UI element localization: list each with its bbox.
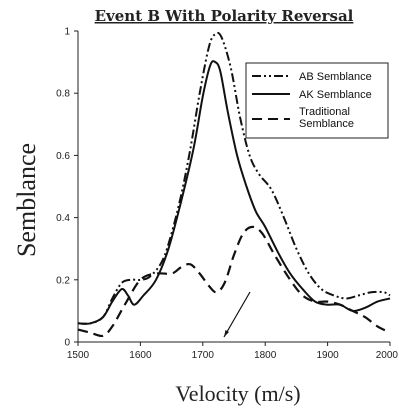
x-tick-label: 1900	[316, 350, 339, 361]
annotation-arrow-head	[224, 330, 229, 337]
series-line-traditional-semblance	[77, 225, 391, 338]
legend: AB Semblance AK Semblance Traditional Sembl…	[245, 62, 389, 139]
series-line-ab-semblance	[77, 31, 391, 325]
x-axis-label: Velocity (m/s)	[175, 381, 300, 406]
y-tick-label: 0.4	[56, 213, 70, 224]
y-tick-label: 0.2	[56, 275, 70, 286]
x-tick-label: 1600	[129, 350, 152, 361]
y-tick-label: 0.6	[56, 151, 70, 162]
legend-label-ak-semblance: AK Semblance	[299, 89, 372, 101]
series-line-ak-semblance	[77, 60, 391, 325]
x-tick-label: 2000	[376, 350, 399, 361]
y-axis-label: Semblance	[12, 143, 41, 257]
x-tick-label: 1700	[192, 350, 215, 361]
y-tick-label: 0.8	[56, 89, 70, 100]
annotation-arrow	[223, 291, 251, 338]
y-tick-label: 0	[64, 338, 70, 349]
plot-area: 1500 1600 1700 1800 1900 2000 0 0.2 0.4 0.6 0.8 1	[56, 27, 398, 362]
legend-label-ab-semblance: AB Semblance	[299, 71, 372, 83]
x-tick-label: 1800	[254, 350, 277, 361]
y-tick-label: 1	[64, 27, 70, 38]
chart-title: Event B With Polarity Reversal	[95, 7, 354, 25]
x-tick-label: 1500	[67, 350, 90, 361]
legend-label-traditional-semblance: Traditional Semblance	[299, 106, 354, 130]
annotation-arrow-shaft	[223, 291, 251, 338]
